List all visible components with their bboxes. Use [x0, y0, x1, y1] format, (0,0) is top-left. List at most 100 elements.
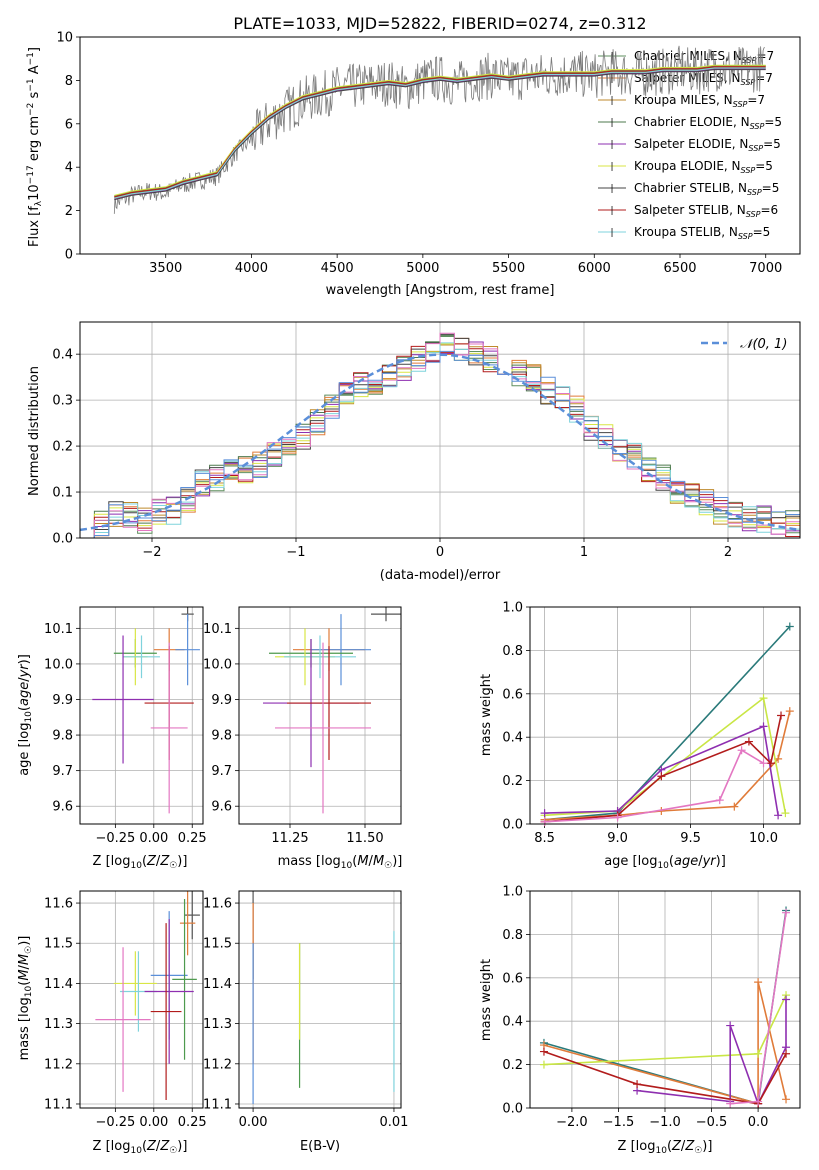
age_vs_Z-xtick-label: 0.25 — [178, 831, 207, 846]
weight_vs_age-marker — [715, 796, 724, 805]
spectrum-model-line — [114, 64, 766, 196]
spectrum-ytick-label: 2 — [65, 204, 73, 219]
wage-ylabel: mass weight — [479, 674, 494, 756]
weight_vs_age-marker — [785, 707, 794, 716]
normal-curve — [80, 353, 800, 532]
mass_vs_Z-axes: −0.25 0.00 0.25 11.1 11.2 11.3 11.4 11.5 11.6 — [44, 891, 207, 1130]
legend-entry: Kroupa ELODIE, NSSP=5 — [634, 159, 773, 175]
ebv-xlabel: E(B-V) — [300, 1139, 340, 1154]
legend-entry: Kroupa STELIB, NSSP=5 — [634, 225, 770, 241]
residuals-xtick-label: 1 — [580, 545, 588, 560]
residuals-ytick-label: 0.2 — [52, 440, 73, 455]
massZ-ylabel: mass [log10(M/M☉)] — [17, 936, 34, 1061]
weight_vs_Z-marker — [633, 1080, 642, 1089]
age_vs_Z-axes: −0.25 0.00 0.25 9.6 9.7 9.8 9.9 10.0 10.1 — [44, 607, 207, 846]
weight_vs_age-xtick-label: 9.5 — [680, 831, 701, 846]
weight_vs_Z-marker — [782, 908, 791, 917]
weight_vs_Z-marker — [539, 1047, 548, 1056]
weight_vs_Z-xtick-label: −1.5 — [603, 1115, 635, 1130]
weight_vs_age-marker — [657, 772, 666, 781]
mass_vs_Z-ytick-label: 11.3 — [44, 1017, 73, 1032]
age_vs_mass-axes: 11.25 11.50 9.6 9.7 9.8 9.9 10.0 10.1 — [203, 607, 401, 846]
wZ-xlabel: Z [log10(Z/Z☉)] — [618, 1139, 713, 1156]
spectrum-xlabel: wavelength [Angstrom, rest frame] — [326, 283, 555, 298]
age_vs_Z-frame — [79, 606, 204, 825]
mass_vs_ebv-frame — [238, 890, 402, 1109]
weight_vs_age-axes: 8.5 9.0 9.5 10.0 0.0 0.2 0.4 0.6 0.8 1.0 — [502, 601, 800, 846]
wZ-ylabel: mass weight — [479, 959, 494, 1041]
age_vs_mass-ytick-label: 9.8 — [211, 729, 232, 744]
mass_vs_Z-xtick-label: −0.25 — [95, 1115, 135, 1130]
weight_vs_age-xtick-label: 10.0 — [749, 831, 778, 846]
agemass-xlabel: mass [log10(M/M☉)] — [278, 854, 403, 871]
weight_vs_age-marker — [785, 622, 794, 631]
weight_vs_age-frame — [529, 606, 801, 825]
spectrum-model-line — [114, 66, 766, 198]
weight_vs_Z-xtick-label: −2.0 — [556, 1115, 588, 1130]
weight_vs_Z-ytick-label: 0.6 — [502, 971, 523, 986]
legend-marker: | — [610, 228, 613, 238]
residuals-ytick-label: 0.1 — [52, 486, 73, 501]
legend-entry: Chabrier STELIB, NSSP=5 — [634, 181, 779, 197]
legend-marker: | — [610, 74, 613, 84]
weight_vs_age-xtick-label: 9.0 — [607, 831, 628, 846]
spectrum-model-line — [114, 67, 766, 199]
age_vs_mass-ytick-label: 9.7 — [211, 764, 232, 779]
weight_vs_Z-axes: −2.0 −1.5 −1.0 −0.5 0.0 0.0 0.2 0.4 0.6 0.8 1.0 — [502, 885, 800, 1130]
spectrum-xtick-label: 7000 — [749, 261, 782, 276]
weight_vs_age-line — [544, 715, 782, 823]
weight_vs_age-marker — [759, 722, 768, 731]
legend-marker: | — [610, 96, 613, 106]
weight_vs_age-xtick-label: 8.5 — [534, 831, 555, 846]
weight_vs_age-ytick-label: 0.0 — [502, 818, 523, 833]
legend-marker: | — [610, 140, 613, 150]
residual-hist-line — [80, 342, 800, 538]
weight_vs_Z-marker — [726, 1021, 735, 1030]
weight_vs_age-ytick-label: 0.8 — [502, 644, 523, 659]
legend-entry: Salpeter ELODIE, NSSP=5 — [634, 137, 781, 153]
age_vs_Z-ytick-label: 10.0 — [44, 657, 73, 672]
weight_vs_Z-ytick-label: 1.0 — [502, 885, 523, 900]
weight_vs_age-marker — [737, 746, 746, 755]
age_vs_mass-ytick-label: 10.1 — [203, 622, 232, 637]
ageZ-ylabel: age [log10(age/yr)] — [17, 654, 34, 776]
age_vs_Z-ytick-label: 9.8 — [52, 729, 73, 744]
age_vs_Z-ytick-label: 9.9 — [52, 693, 73, 708]
spectrum-frame — [79, 36, 801, 255]
weight_vs_Z-ytick-label: 0.2 — [502, 1058, 523, 1073]
mass_vs_Z-xtick-label: 0.00 — [139, 1115, 168, 1130]
legend-marker: | — [610, 206, 613, 216]
mass_vs_ebv-ytick-label: 11.2 — [203, 1057, 232, 1072]
spectrum-xtick-label: 6500 — [663, 261, 696, 276]
mass_vs_ebv-axes: 0.00 0.01 11.1 11.2 11.3 11.4 11.5 11.6 — [203, 891, 408, 1130]
age_vs_Z-ytick-label: 10.1 — [44, 622, 73, 637]
mass_vs_ebv-ytick-label: 11.1 — [203, 1097, 232, 1112]
spectrum-lines — [113, 45, 766, 214]
residuals-ylabel: Normed distribution — [27, 366, 42, 496]
spectrum-xtick-label: 4500 — [321, 261, 354, 276]
legend-entry: Chabrier ELODIE, NSSP=5 — [634, 115, 782, 131]
weight_vs_age-ytick-label: 0.4 — [502, 731, 523, 746]
mass_vs_ebv-ytick-label: 11.3 — [203, 1017, 232, 1032]
legend-marker: | — [610, 118, 613, 128]
residuals-ytick-label: 0.4 — [52, 348, 73, 363]
spectrum-ytick-label: 0 — [65, 248, 73, 263]
mass_vs_Z-ytick-label: 11.1 — [44, 1097, 73, 1112]
residuals-xtick-label: 0 — [436, 545, 444, 560]
mass_vs_Z-frame — [79, 890, 204, 1109]
legend-marker: | — [610, 162, 613, 172]
mass_vs_Z-ytick-label: 11.5 — [44, 937, 73, 952]
spectrum-xtick-label: 6000 — [578, 261, 611, 276]
weight_vs_age-marker — [781, 809, 790, 818]
residuals-xlabel: (data-model)/error — [380, 568, 501, 583]
residuals-steps — [80, 332, 800, 538]
mass_vs_Z-ytick-label: 11.6 — [44, 897, 73, 912]
weight_vs_Z-marker — [754, 1049, 763, 1058]
spectrum-xtick-label: 3500 — [149, 261, 182, 276]
legend-marker: | — [610, 184, 613, 194]
weight_vs_age-marker — [766, 759, 775, 768]
weight_vs_Z-xtick-label: 0.0 — [748, 1115, 769, 1130]
mass_vs_ebv-ytick-label: 11.6 — [203, 897, 232, 912]
weight_vs_Z-marker — [754, 1097, 763, 1106]
